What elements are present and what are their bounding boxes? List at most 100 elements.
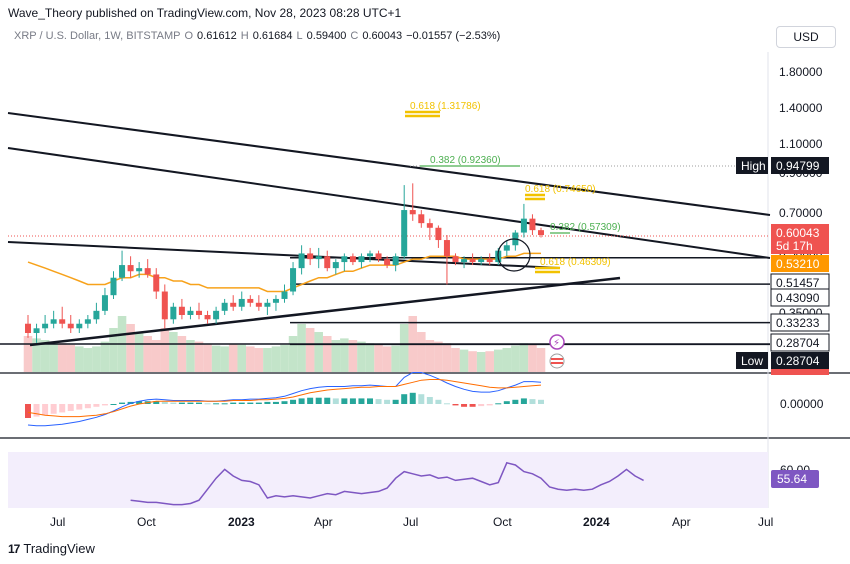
candle-body (298, 253, 305, 269)
macd-histogram-bar (426, 397, 433, 404)
volume-bar (211, 345, 221, 372)
rsi-value-text: 55.64 (777, 472, 807, 486)
macd-pane[interactable]: 0.00000 (25, 372, 824, 427)
price-tag-bg (771, 352, 829, 369)
price-axis[interactable]: 1.800001.400001.100000.900000.700000.500… (779, 65, 823, 352)
volume-bar (271, 346, 281, 372)
volume-bar (374, 344, 383, 372)
macd-histogram-bar (33, 404, 40, 417)
macd-histogram-bar (358, 398, 365, 404)
candle-body (461, 259, 468, 263)
macd-histogram-bar (161, 401, 168, 404)
time-tick-label: 2023 (228, 515, 255, 529)
candle-body (213, 310, 220, 320)
macd-histogram-bar (384, 399, 391, 404)
trendline-lower (7, 241, 561, 269)
macd-histogram-bar (392, 399, 399, 404)
change-value: −0.01557 (−2.53%) (406, 30, 501, 42)
rsi-value-tag (771, 470, 819, 488)
volume-bar (203, 344, 212, 372)
candle-body (84, 319, 91, 324)
volume-bar (160, 328, 170, 372)
macd-histogram-bar (136, 401, 143, 404)
us-flag-stripe-2 (551, 362, 563, 364)
volume-bar (169, 332, 178, 372)
macd-histogram-bar (443, 403, 450, 405)
macd-histogram-bar (238, 402, 245, 404)
price-tick-label: 1.40000 (779, 101, 823, 115)
highlight-circle (497, 238, 531, 272)
macd-histogram-bar (119, 402, 126, 404)
rsi-band (8, 452, 768, 508)
price-tag-title-bg (736, 157, 768, 174)
volume-bar (365, 343, 375, 372)
candle-body (529, 218, 536, 231)
lightning-icon[interactable] (549, 334, 565, 350)
price-tag-value: 0.94799 (776, 159, 820, 173)
fib-label: 0.382 (0.57309) (550, 222, 621, 233)
price-tick-label: 1.10000 (779, 137, 823, 151)
us-flag-icon[interactable] (549, 353, 565, 369)
price-tag-title: Low (741, 354, 763, 368)
volume-bar (451, 348, 460, 372)
candle-body (67, 323, 74, 329)
us-flag-stripe-1 (551, 358, 563, 360)
candle-body (358, 256, 365, 263)
price-tick-label: 0.70000 (779, 206, 823, 220)
published-by: Wave_Theory published on TradingView.com… (8, 6, 402, 20)
symbol-info-bar: XRP / U.S. Dollar, 1W, BITSTAMP O 0.61612… (14, 30, 500, 42)
macd-histogram-bar (435, 399, 442, 404)
tradingview-brand: TradingView (23, 541, 95, 556)
candle-body (127, 265, 134, 272)
candle-body (315, 256, 322, 260)
volume-bar (92, 346, 101, 372)
macd-histogram-bar (461, 404, 468, 407)
candle-body (264, 302, 271, 307)
candle-body (93, 310, 100, 320)
macd-histogram-bar (110, 404, 117, 405)
fib-label: 0.618 (0.74650) (525, 184, 596, 195)
symbol-name[interactable]: XRP / U.S. Dollar, 1W, BITSTAMP (14, 30, 181, 42)
trendline-support (29, 276, 621, 347)
macd-histogram-bar (67, 404, 74, 411)
tradingview-footer[interactable]: 17 TradingView (8, 541, 95, 556)
volume-bar (391, 345, 400, 372)
macd-histogram-bar (324, 397, 331, 404)
volume-bar (340, 338, 349, 372)
volume-bar (57, 343, 67, 372)
time-tick-label: Jul (403, 515, 418, 529)
macd-histogram-bar (418, 394, 425, 404)
volume-bar (459, 349, 469, 372)
rsi-line (130, 461, 644, 506)
candle-body (503, 245, 510, 251)
macd-histogram-bar (59, 404, 66, 413)
tradingview-logo-icon: 17 (8, 541, 20, 556)
price-tag-title-bg (736, 352, 768, 369)
fib-label: 0.382 (0.92360) (430, 155, 501, 166)
price-tag-countdown: 5d 17h (776, 239, 813, 253)
macd-histogram-bar (409, 392, 416, 404)
volume-bar (511, 345, 520, 372)
currency-button[interactable]: USD (776, 26, 836, 48)
macd-histogram-bar (204, 403, 211, 405)
macd-histogram-bar (495, 403, 502, 405)
time-tick-label: Apr (314, 515, 333, 529)
candle-body (187, 310, 194, 315)
candle-body (42, 323, 49, 329)
volume-bar (314, 332, 323, 372)
time-axis[interactable]: Jul Oct 2023 Apr Jul Oct 2024 Apr Jul (50, 515, 773, 529)
candle-body (255, 302, 262, 307)
time-tick-label: 2024 (583, 515, 610, 529)
candle-body (375, 253, 382, 260)
price-tag-value: 0.60043 (776, 226, 820, 240)
macd-histogram-bar (538, 399, 544, 404)
macd-histogram-bar (84, 404, 91, 409)
volume-bar (83, 348, 93, 372)
macd-histogram-bar (230, 402, 237, 404)
time-tick-label: Apr (672, 515, 691, 529)
candle-body (50, 319, 57, 324)
macd-histogram-bar (101, 404, 108, 406)
